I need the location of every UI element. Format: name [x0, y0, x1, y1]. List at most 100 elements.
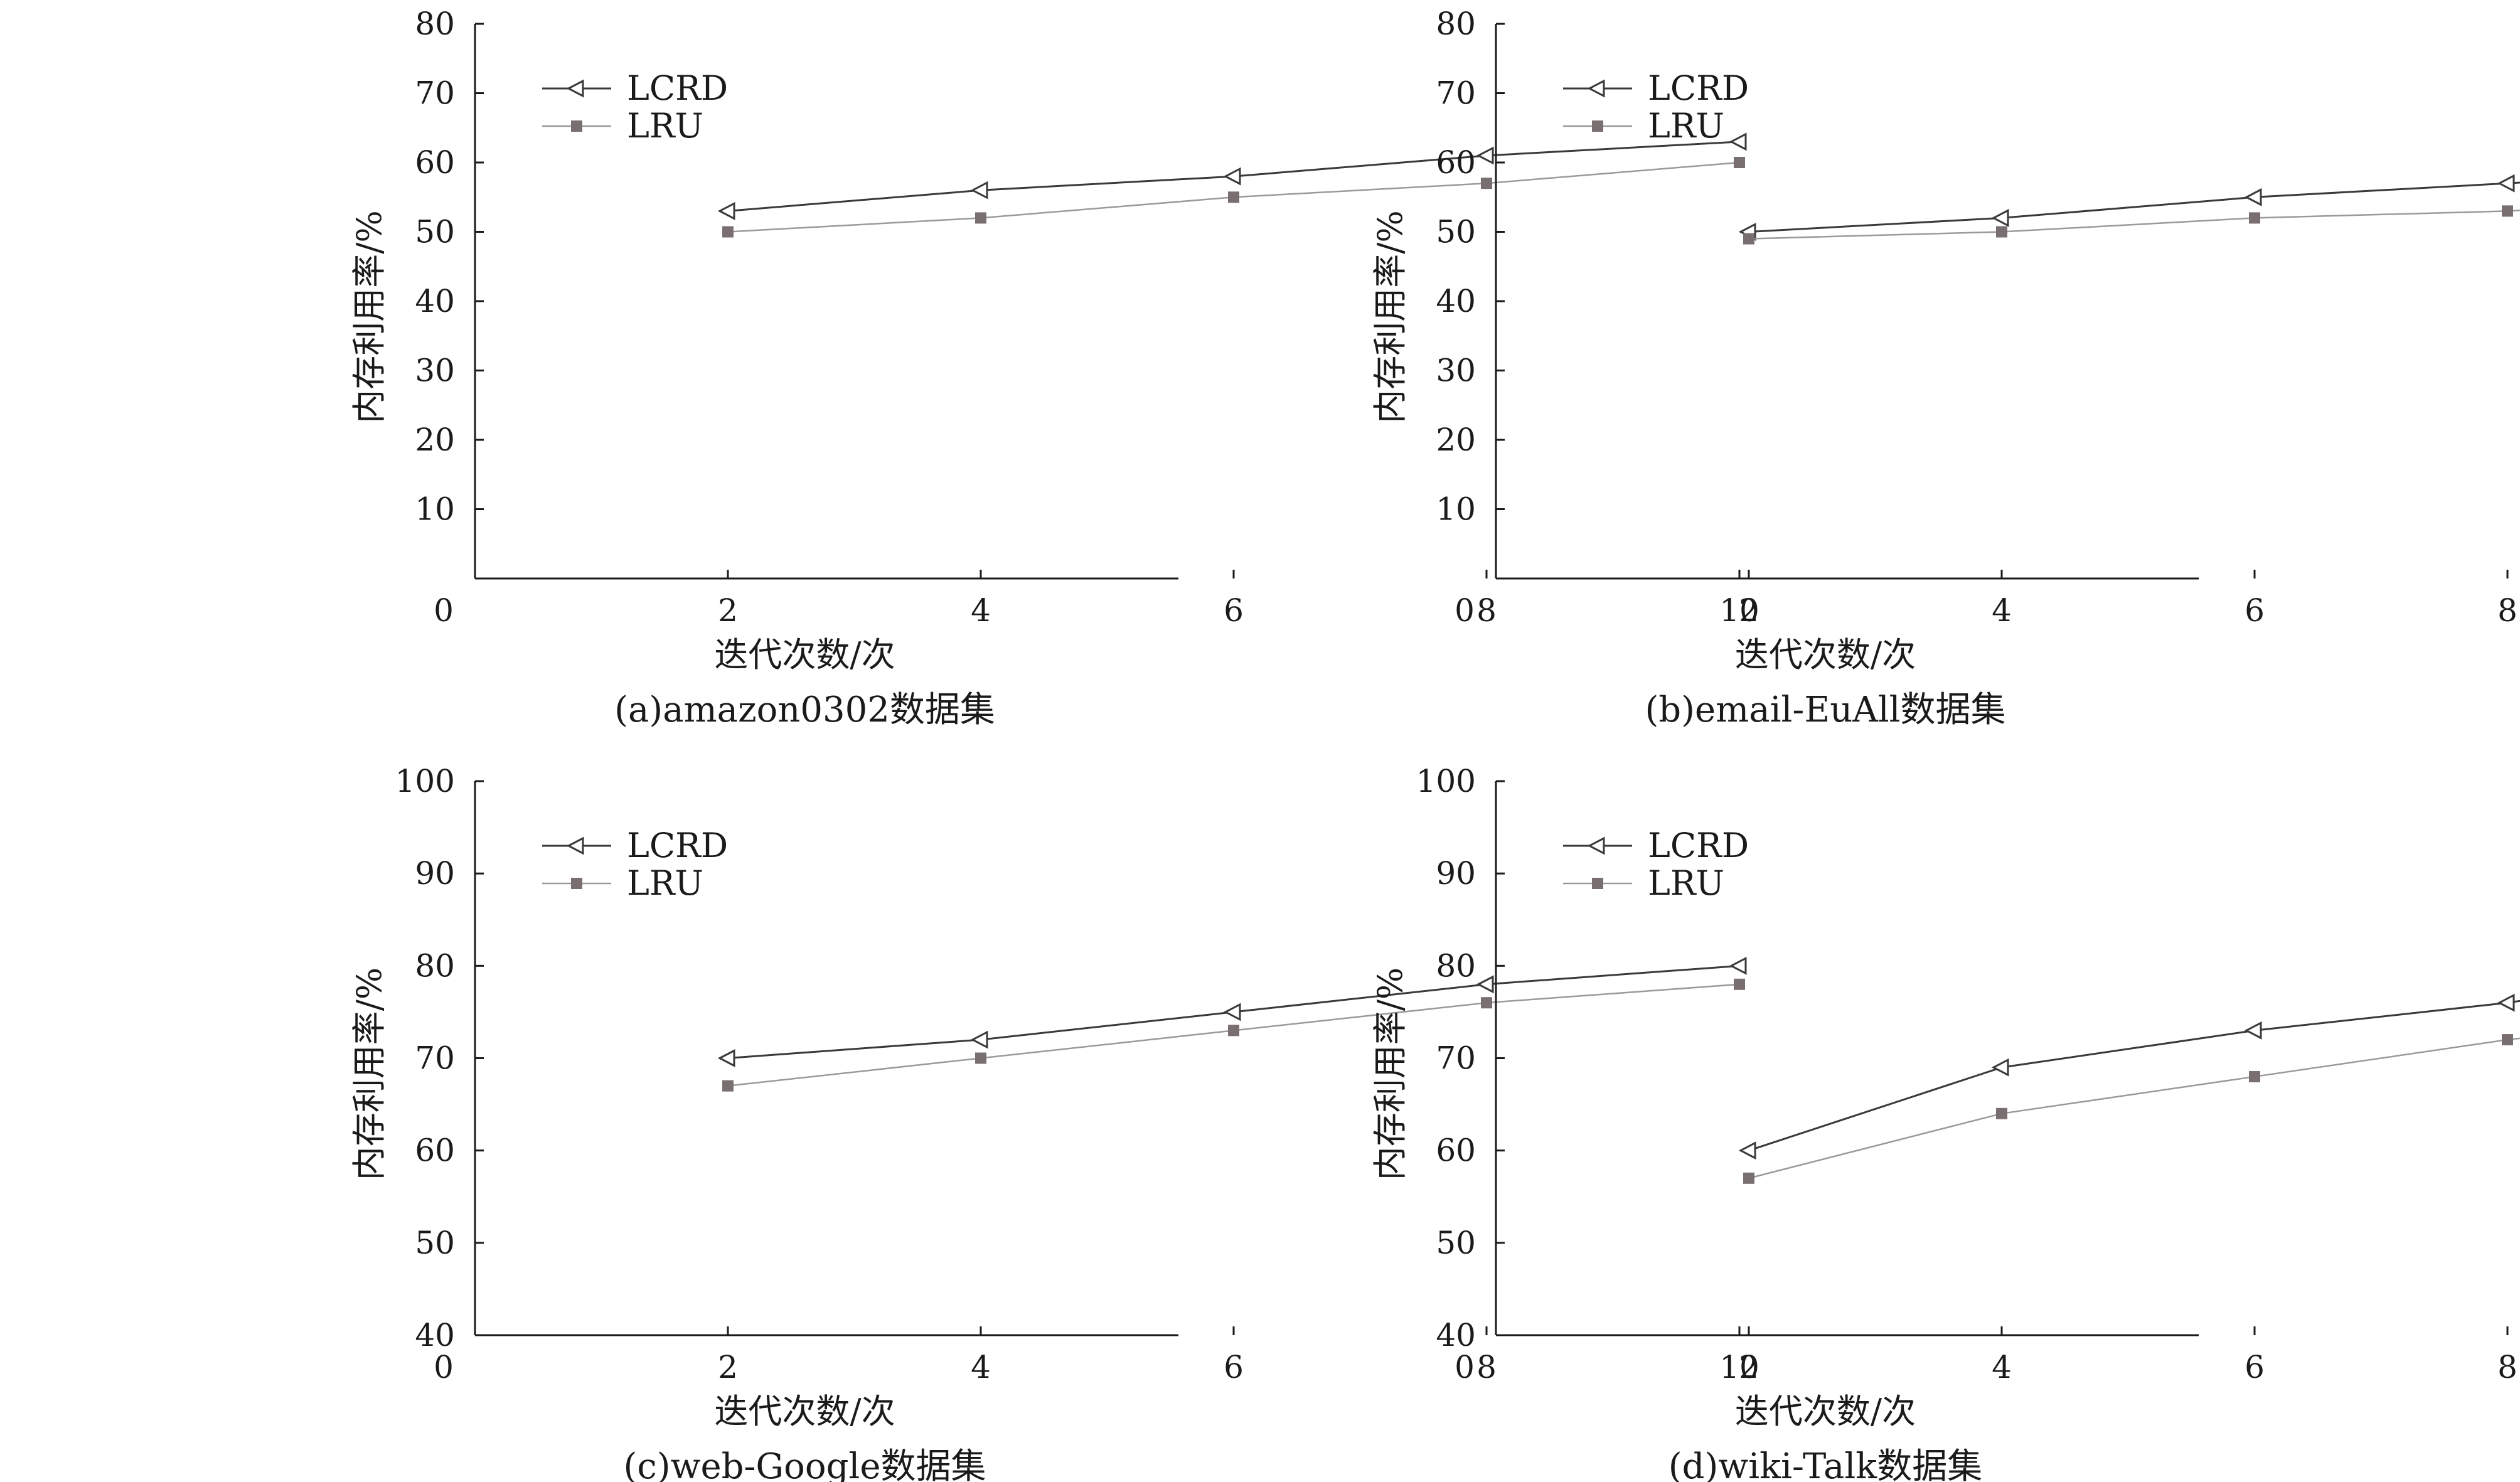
series-line-lcrd [1748, 181, 2520, 233]
x-tick-label: 0 [1455, 592, 1475, 629]
y-axis-title: 内存利用率/% [350, 968, 389, 1181]
series-line-lru [1748, 1037, 2520, 1180]
x-tick-label: 2 [718, 592, 738, 629]
y-tick-label: 20 [415, 422, 455, 458]
x-tick-label: 4 [971, 592, 991, 629]
y-tick-label: 60 [1436, 144, 1476, 181]
y-axis-title: 内存利用率/% [1370, 968, 1410, 1181]
data-point-lcrd [970, 1030, 988, 1049]
data-point-lru [1743, 1172, 1754, 1184]
data-point-lru [1743, 233, 1754, 245]
data-point-lcrd [1729, 132, 1747, 151]
x-axis-title: 迭代次数/次 [714, 635, 895, 674]
data-point-lru [1228, 1025, 1239, 1037]
y-tick-label: 40 [415, 283, 455, 319]
data-point-lru [1996, 226, 2007, 238]
y-tick-label: 90 [1436, 855, 1476, 892]
y-tick-label: 50 [1436, 214, 1476, 250]
data-point-lcrd [1476, 975, 1494, 994]
data-point-lcrd [717, 201, 735, 220]
legend-marker-lcrd [1587, 836, 1605, 855]
series-line-lcrd [1748, 1000, 2520, 1152]
x-tick-label: 10 [1719, 592, 1759, 629]
legend-marker-lcrd [566, 836, 584, 855]
data-point-lru [2249, 1070, 2260, 1082]
data-point-lru [1734, 157, 1745, 168]
x-tick-label: 6 [2245, 1349, 2265, 1385]
y-tick-label: 100 [395, 763, 455, 799]
data-point-lcrd [1738, 1141, 1756, 1160]
data-point-lru [722, 1080, 734, 1092]
y-tick-label: 40 [1436, 1317, 1476, 1353]
legend-marker-lcrd [566, 79, 584, 98]
x-axis-title: 迭代次数/次 [1735, 635, 1916, 674]
data-point-lru [2502, 1034, 2513, 1046]
legend-label-lru: LRU [1648, 863, 1724, 903]
y-tick-label: 50 [415, 214, 455, 250]
data-point-lcrd [2497, 174, 2515, 193]
data-point-lru [1228, 191, 1239, 203]
data-point-lru [1734, 978, 1745, 990]
x-tick-label: 0 [434, 592, 454, 629]
legend-label-lru: LRU [627, 863, 703, 903]
x-tick-label: 10 [1719, 1349, 1759, 1385]
legend-label-lru: LRU [1648, 106, 1724, 146]
y-tick-label: 50 [415, 1225, 455, 1261]
y-axis-title: 内存利用率/% [350, 210, 389, 424]
data-point-lcrd [1223, 167, 1241, 186]
y-tick-label: 10 [1436, 491, 1476, 528]
data-point-lcrd [2497, 993, 2515, 1012]
data-point-lcrd [2244, 188, 2262, 206]
chart-panel-d: 40 50 60 70 80 90 100 0 2 4 6 8 10 迭代次数/次 内存利用率/% (d)wi… [1370, 763, 2520, 1482]
x-tick-label: 4 [1992, 1349, 2012, 1385]
y-tick-label: 60 [415, 144, 455, 181]
x-tick-label: 2 [1739, 592, 1759, 629]
x-tick-label: 0 [434, 1349, 454, 1385]
y-tick-label: 100 [1416, 763, 1476, 799]
y-tick-label: 40 [1436, 283, 1476, 319]
y-tick-label: 30 [1436, 353, 1476, 389]
legend-marker-lcrd [1587, 79, 1605, 98]
data-point-lcrd [1223, 1003, 1241, 1021]
legend-label-lcrd: LCRD [1648, 826, 1749, 865]
legend-label-lcrd: LCRD [1648, 68, 1749, 108]
y-tick-label: 70 [1436, 1040, 1476, 1077]
x-tick-label: 4 [1992, 592, 2012, 629]
y-tick-label: 50 [1436, 1225, 1476, 1261]
panel-caption: (b)email-EuAll数据集 [1645, 690, 2005, 730]
x-tick-label: 8 [2497, 1349, 2517, 1385]
y-tick-label: 70 [1436, 75, 1476, 112]
y-tick-label: 90 [415, 855, 455, 892]
legend-marker-lru [1592, 120, 1603, 132]
panel-caption: (c)web-Google数据集 [624, 1446, 986, 1482]
data-point-lru [1481, 997, 1492, 1009]
x-tick-label: 8 [1476, 1349, 1497, 1385]
data-point-lcrd [2244, 1021, 2262, 1040]
x-axis-title: 迭代次数/次 [1735, 1392, 1916, 1431]
data-point-lru [975, 1052, 986, 1064]
x-tick-label: 6 [1224, 1349, 1244, 1385]
data-point-lcrd [1991, 208, 2009, 227]
y-tick-label: 30 [415, 353, 455, 389]
y-tick-label: 60 [415, 1133, 455, 1169]
x-tick-label: 8 [2497, 592, 2517, 629]
y-tick-label: 80 [415, 947, 455, 984]
data-point-lru [2502, 205, 2513, 217]
y-tick-label: 80 [1436, 6, 1476, 42]
chart-panel-c: 40 50 60 70 80 90 100 0 2 4 6 8 10 迭代次数/次 内存利用率/% (c)we… [350, 763, 1759, 1482]
data-point-lru [2249, 212, 2260, 224]
x-tick-label: 2 [1739, 1349, 1759, 1385]
data-point-lru [1996, 1107, 2007, 1119]
y-axis-title: 内存利用率/% [1370, 210, 1410, 424]
legend-marker-lru [571, 878, 582, 889]
data-point-lcrd [717, 1049, 735, 1067]
y-tick-label: 40 [415, 1317, 455, 1353]
panel-caption: (d)wiki-Talk数据集 [1668, 1446, 1982, 1482]
panel-caption: (a)amazon0302数据集 [614, 690, 995, 730]
x-tick-label: 4 [971, 1349, 991, 1385]
y-tick-label: 20 [1436, 422, 1476, 458]
data-point-lru [722, 226, 734, 238]
legend-label-lru: LRU [627, 106, 703, 146]
x-tick-label: 6 [2245, 592, 2265, 629]
